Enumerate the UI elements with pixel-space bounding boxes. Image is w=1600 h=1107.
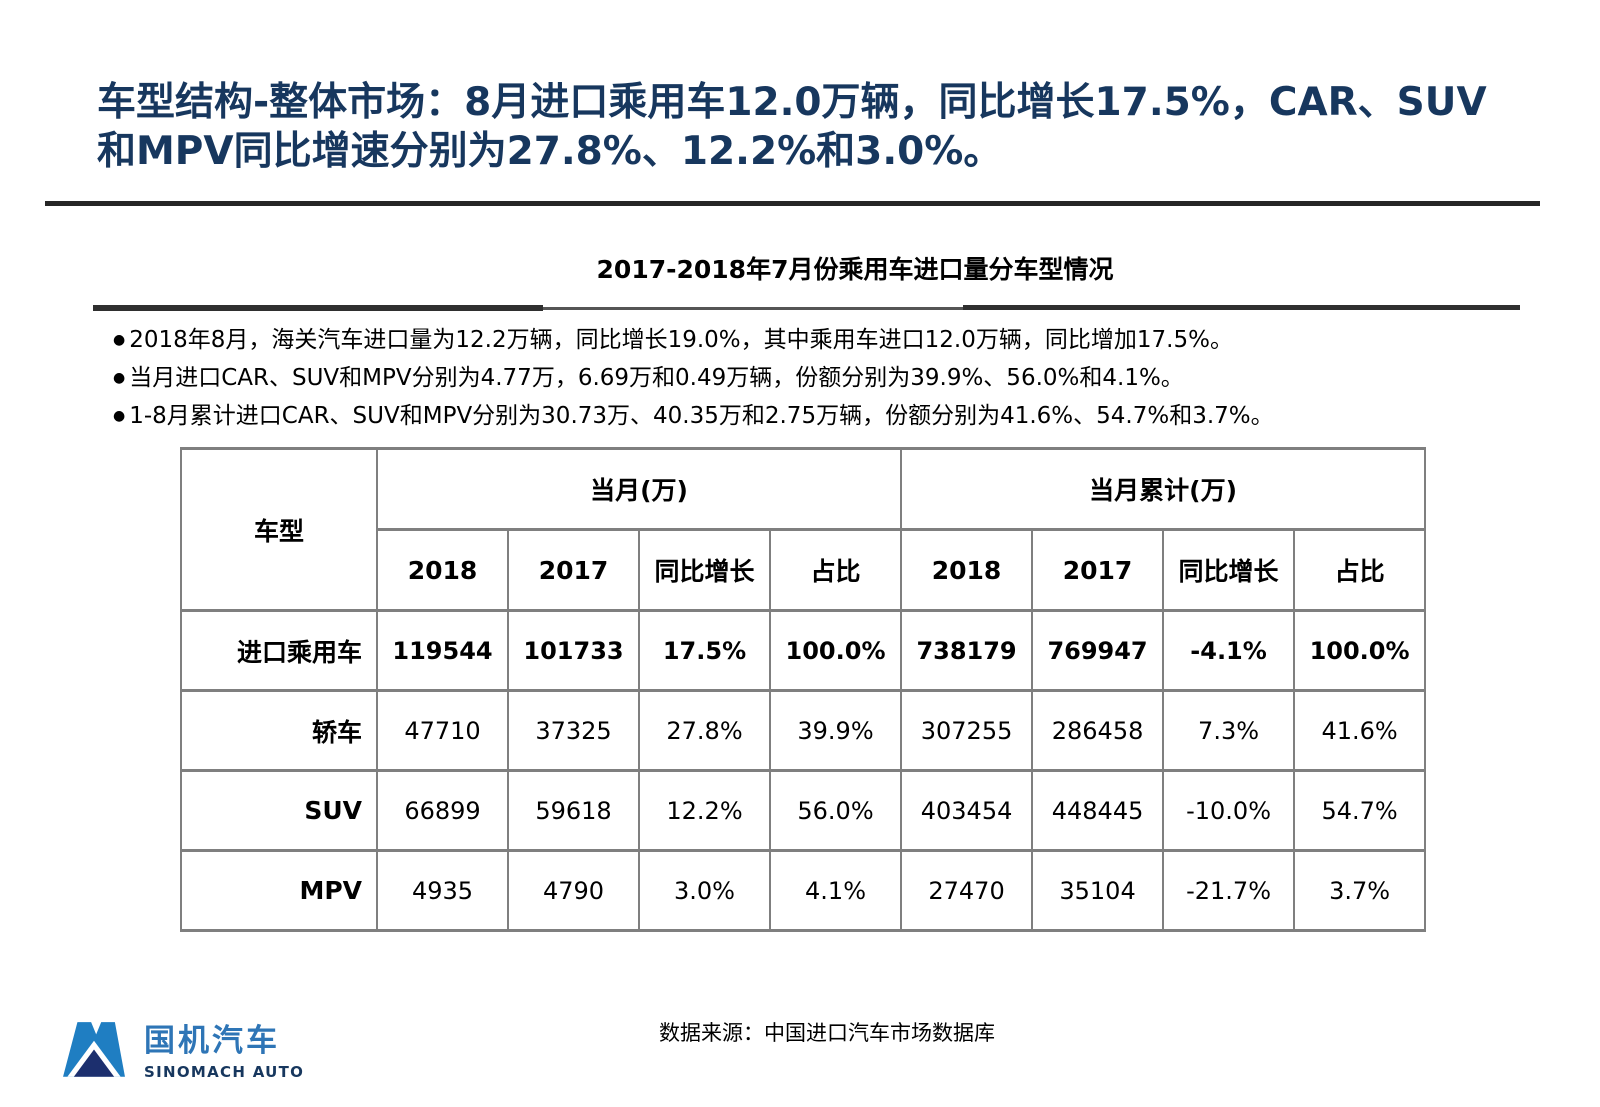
table-cell: 37325 xyxy=(507,689,640,772)
table-cell: -4.1% xyxy=(1162,609,1296,692)
table-cell: 59618 xyxy=(507,769,640,852)
table-cell: 448445 xyxy=(1031,769,1165,852)
table-row: 进口乘用车 119544 101733 17.5% 100.0% 738179 … xyxy=(180,609,1427,692)
table-cell: 286458 xyxy=(1031,689,1165,772)
table-cell: 101733 xyxy=(507,609,640,692)
row-label: MPV xyxy=(180,849,378,932)
mountain-logo-icon xyxy=(63,1022,125,1077)
title-divider xyxy=(45,201,1540,206)
table-corner-label: 车型 xyxy=(180,447,378,612)
bullet-text: 1-8月累计进口CAR、SUV和MPV分别为30.73万、40.35万和2.75… xyxy=(129,403,1274,429)
table-cell: 7.3% xyxy=(1162,689,1296,772)
table-cell: 27470 xyxy=(900,849,1034,932)
table-cell: -10.0% xyxy=(1162,769,1296,852)
table-row: SUV 66899 59618 12.2% 56.0% 403454 44844… xyxy=(180,769,1427,852)
bullet-icon: ● xyxy=(113,332,126,348)
sinomach-logo: 国机汽车 SINOMACH AUTO xyxy=(58,1014,304,1082)
section-divider-middle xyxy=(543,307,963,310)
group-header-current-month: 当月(万) xyxy=(375,447,903,531)
section-title: 2017-2018年7月份乘用车进口量分车型情况 xyxy=(596,255,1114,284)
table-cell: 3.7% xyxy=(1293,849,1427,932)
table-cell: 39.9% xyxy=(768,689,903,772)
table-cell: 12.2% xyxy=(638,769,771,852)
table-cell: 66899 xyxy=(376,769,509,852)
bullet-text: 当月进口CAR、SUV和MPV分别为4.77万，6.69万和0.49万辆，份额分… xyxy=(129,365,1184,391)
table-cell: 403454 xyxy=(900,769,1034,852)
row-label: 进口乘用车 xyxy=(180,609,378,692)
bullet-item: ● 当月进口CAR、SUV和MPV分别为4.77万，6.69万和0.49万辆，份额… xyxy=(113,359,1274,397)
logo-cn-text: 国机汽车 xyxy=(144,1023,280,1060)
table-cell: 100.0% xyxy=(768,609,903,692)
column-header: 同比增长 xyxy=(1162,528,1296,612)
table-cell: 769947 xyxy=(1031,609,1165,692)
table-row: 轿车 47710 37325 27.8% 39.9% 307255 286458… xyxy=(180,689,1427,772)
import-table: 车型 当月(万) 当月累计(万) 2018 2017 同比增长 占比 2018 … xyxy=(180,447,1427,932)
column-header: 2018 xyxy=(376,528,509,612)
table-cell: 307255 xyxy=(900,689,1034,772)
table-cell: 4.1% xyxy=(768,849,903,932)
logo-en-text: SINOMACH AUTO xyxy=(144,1063,305,1081)
table-cell: 100.0% xyxy=(1293,609,1427,692)
bullet-text: 2018年8月，海关汽车进口量为12.2万辆，同比增长19.0%，其中乘用车进口… xyxy=(129,327,1233,353)
table-cell: 119544 xyxy=(376,609,509,692)
table-cell: 4935 xyxy=(376,849,509,932)
table-cell: 17.5% xyxy=(638,609,771,692)
bullet-icon: ● xyxy=(113,408,126,424)
column-header: 占比 xyxy=(768,528,903,612)
column-header: 占比 xyxy=(1293,528,1427,612)
table-subheader-row: 2018 2017 同比增长 占比 2018 2017 同比增长 占比 xyxy=(181,528,1427,612)
group-header-cumulative: 当月累计(万) xyxy=(900,447,1427,531)
table-cell: 41.6% xyxy=(1293,689,1427,772)
bullet-item: ● 1-8月累计进口CAR、SUV和MPV分别为30.73万、40.35万和2.7… xyxy=(113,397,1274,435)
data-source-note: 数据来源：中国进口汽车市场数据库 xyxy=(659,1021,995,1045)
table-cell: 4790 xyxy=(507,849,640,932)
table-cell: 738179 xyxy=(900,609,1034,692)
column-header: 2018 xyxy=(900,528,1034,612)
section-divider-right xyxy=(963,305,1520,310)
table-cell: 3.0% xyxy=(638,849,771,932)
row-label: SUV xyxy=(180,769,378,852)
column-header: 2017 xyxy=(1031,528,1165,612)
logo-text-block: 国机汽车 SINOMACH AUTO xyxy=(144,1024,304,1082)
table-group-header-row: 车型 当月(万) 当月累计(万) xyxy=(180,447,1427,612)
bullet-icon: ● xyxy=(113,370,126,386)
bullet-item: ● 2018年8月，海关汽车进口量为12.2万辆，同比增长19.0%，其中乘用车进… xyxy=(113,321,1274,359)
table-cell: 56.0% xyxy=(768,769,903,852)
column-header: 2017 xyxy=(507,528,640,612)
table-cell: -21.7% xyxy=(1162,849,1296,932)
column-header: 同比增长 xyxy=(638,528,771,612)
table-cell: 27.8% xyxy=(638,689,771,772)
table-row: MPV 4935 4790 3.0% 4.1% 27470 35104 -21.… xyxy=(180,849,1427,932)
page-title-line-1: 车型结构-整体市场：8月进口乘用车12.0万辆，同比增长17.5%，CAR、SU… xyxy=(97,80,1487,125)
table-cell: 47710 xyxy=(376,689,509,772)
bullet-list: ● 2018年8月，海关汽车进口量为12.2万辆，同比增长19.0%，其中乘用车进… xyxy=(113,321,1274,435)
table-cell: 54.7% xyxy=(1293,769,1427,852)
table-cell: 35104 xyxy=(1031,849,1165,932)
row-label: 轿车 xyxy=(180,689,378,772)
page-title: 车型结构-整体市场：8月进口乘用车12.0万辆，同比增长17.5%，CAR、SU… xyxy=(97,78,1567,176)
page-title-line-2: 和MPV同比增速分别为27.8%、12.2%和3.0%。 xyxy=(97,129,1003,174)
section-divider-left xyxy=(93,305,543,311)
